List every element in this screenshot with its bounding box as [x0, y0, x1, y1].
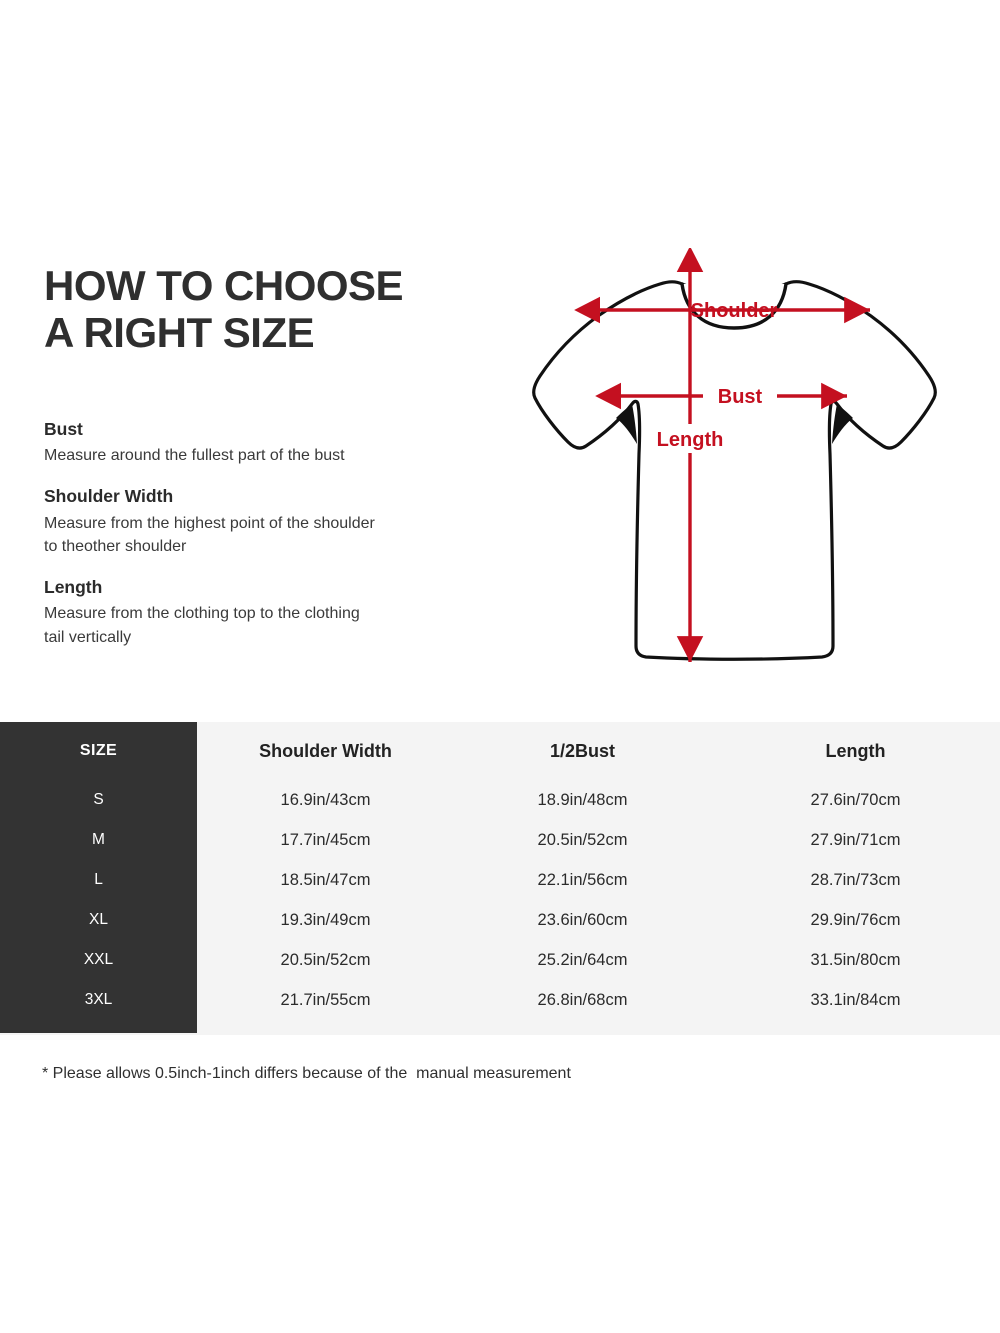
- cell-bust: 20.5in/52cm: [537, 830, 628, 849]
- page-title-line-1: HOW TO CHOOSE: [44, 262, 404, 309]
- page-title: HOW TO CHOOSE A RIGHT SIZE: [44, 262, 484, 356]
- cell-size: 3XL: [84, 991, 113, 1008]
- left-armpit: [616, 404, 637, 444]
- cell-length: 28.7in/73cm: [810, 870, 901, 889]
- cell-size: L: [94, 871, 103, 888]
- table-header-row: SIZE Shoulder Width 1/2Bust Length: [0, 722, 1000, 780]
- length-label: Length: [657, 429, 724, 451]
- shoulder-label: Shoulder: [691, 300, 778, 322]
- cell-bust: 22.1in/56cm: [537, 870, 628, 889]
- table-row: M 17.7in/45cm 20.5in/52cm 27.9in/71cm: [0, 820, 1000, 860]
- cell-length: 27.6in/70cm: [810, 790, 901, 809]
- definition-description: Measure from the clothing top to the clo…: [44, 605, 360, 646]
- bust-label: Bust: [718, 386, 763, 408]
- cell-shoulder: 17.7in/45cm: [280, 830, 371, 849]
- cell-length: 27.9in/71cm: [810, 830, 901, 849]
- definition-term: Length: [44, 577, 103, 598]
- column-header-size: SIZE: [79, 742, 118, 759]
- shirt-outline: [532, 280, 937, 661]
- cell-shoulder: 16.9in/43cm: [280, 790, 371, 809]
- table-row: S 16.9in/43cm 18.9in/48cm 27.6in/70cm: [0, 780, 1000, 820]
- cell-shoulder: 20.5in/52cm: [280, 950, 371, 969]
- column-header-shoulder-width: Shoulder Width: [259, 740, 392, 761]
- cell-bust: 23.6in/60cm: [537, 910, 628, 929]
- cell-size: M: [92, 831, 105, 848]
- size-table: SIZE Shoulder Width 1/2Bust Length S 16.…: [0, 722, 1000, 1035]
- size-table-grid: SIZE Shoulder Width 1/2Bust Length S 16.…: [0, 722, 1000, 1020]
- page-title-line-2: A RIGHT SIZE: [44, 309, 315, 357]
- cell-length: 29.9in/76cm: [810, 910, 901, 929]
- definition-bust: Bust Measure around the fullest part of …: [44, 416, 464, 467]
- definition-term: Shoulder Width: [44, 486, 174, 507]
- cell-shoulder: 19.3in/49cm: [280, 910, 371, 929]
- table-row: L 18.5in/47cm 22.1in/56cm 28.7in/73cm: [0, 860, 1000, 900]
- tshirt-diagram: Shoulder Bust Length: [500, 248, 970, 688]
- cell-length: 31.5in/80cm: [810, 950, 901, 969]
- definition-description: Measure around the fullest part of the b…: [44, 447, 345, 465]
- cell-size: XL: [89, 911, 108, 928]
- size-column-background: [0, 722, 197, 1033]
- column-header-length: Length: [825, 740, 886, 761]
- cell-size: XXL: [83, 951, 114, 968]
- right-armpit: [832, 404, 853, 444]
- definition-length: Length Measure from the clothing top to …: [44, 574, 464, 649]
- definition-shoulder-width: Shoulder Width Measure from the highest …: [44, 483, 464, 558]
- table-row: XL 19.3in/49cm 23.6in/60cm 29.9in/76cm: [0, 900, 1000, 940]
- cell-size: S: [93, 791, 104, 808]
- cell-length: 33.1in/84cm: [810, 990, 901, 1009]
- cell-bust: 25.2in/64cm: [537, 950, 628, 969]
- measurement-disclaimer: * Please allows 0.5inch-1inch differs be…: [42, 1065, 571, 1082]
- column-header-half-bust: 1/2Bust: [549, 740, 616, 761]
- measurement-definitions: Bust Measure around the fullest part of …: [44, 416, 464, 665]
- definition-description: Measure from the highest point of the sh…: [44, 514, 375, 555]
- definition-term: Bust: [44, 419, 83, 439]
- cell-shoulder: 21.7in/55cm: [280, 990, 371, 1009]
- table-row: XXL 20.5in/52cm 25.2in/64cm 31.5in/80cm: [0, 940, 1000, 980]
- table-row: 3XL 21.7in/55cm 26.8in/68cm 33.1in/84cm: [0, 980, 1000, 1020]
- cell-shoulder: 18.5in/47cm: [280, 870, 371, 889]
- cell-bust: 26.8in/68cm: [537, 990, 628, 1009]
- cell-bust: 18.9in/48cm: [537, 790, 628, 809]
